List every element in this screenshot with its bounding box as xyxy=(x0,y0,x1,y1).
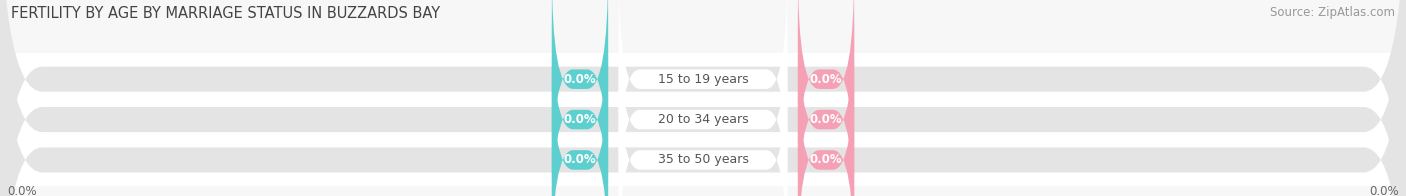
FancyBboxPatch shape xyxy=(551,0,609,191)
FancyBboxPatch shape xyxy=(619,0,787,191)
Text: FERTILITY BY AGE BY MARRIAGE STATUS IN BUZZARDS BAY: FERTILITY BY AGE BY MARRIAGE STATUS IN B… xyxy=(11,6,440,21)
FancyBboxPatch shape xyxy=(799,0,855,191)
Text: Source: ZipAtlas.com: Source: ZipAtlas.com xyxy=(1270,6,1395,19)
Text: 0.0%: 0.0% xyxy=(564,113,596,126)
Text: 0.0%: 0.0% xyxy=(810,73,842,86)
FancyBboxPatch shape xyxy=(799,8,855,196)
Text: 35 to 50 years: 35 to 50 years xyxy=(658,153,748,166)
Text: 15 to 19 years: 15 to 19 years xyxy=(658,73,748,86)
Text: 0.0%: 0.0% xyxy=(564,73,596,86)
Text: 0.0%: 0.0% xyxy=(1369,185,1399,196)
FancyBboxPatch shape xyxy=(551,8,609,196)
FancyBboxPatch shape xyxy=(551,49,609,196)
Text: 20 to 34 years: 20 to 34 years xyxy=(658,113,748,126)
FancyBboxPatch shape xyxy=(799,49,855,196)
Text: 0.0%: 0.0% xyxy=(810,113,842,126)
Text: 0.0%: 0.0% xyxy=(7,185,37,196)
Text: 0.0%: 0.0% xyxy=(810,153,842,166)
Text: 0.0%: 0.0% xyxy=(564,153,596,166)
FancyBboxPatch shape xyxy=(619,49,787,196)
FancyBboxPatch shape xyxy=(619,8,787,196)
